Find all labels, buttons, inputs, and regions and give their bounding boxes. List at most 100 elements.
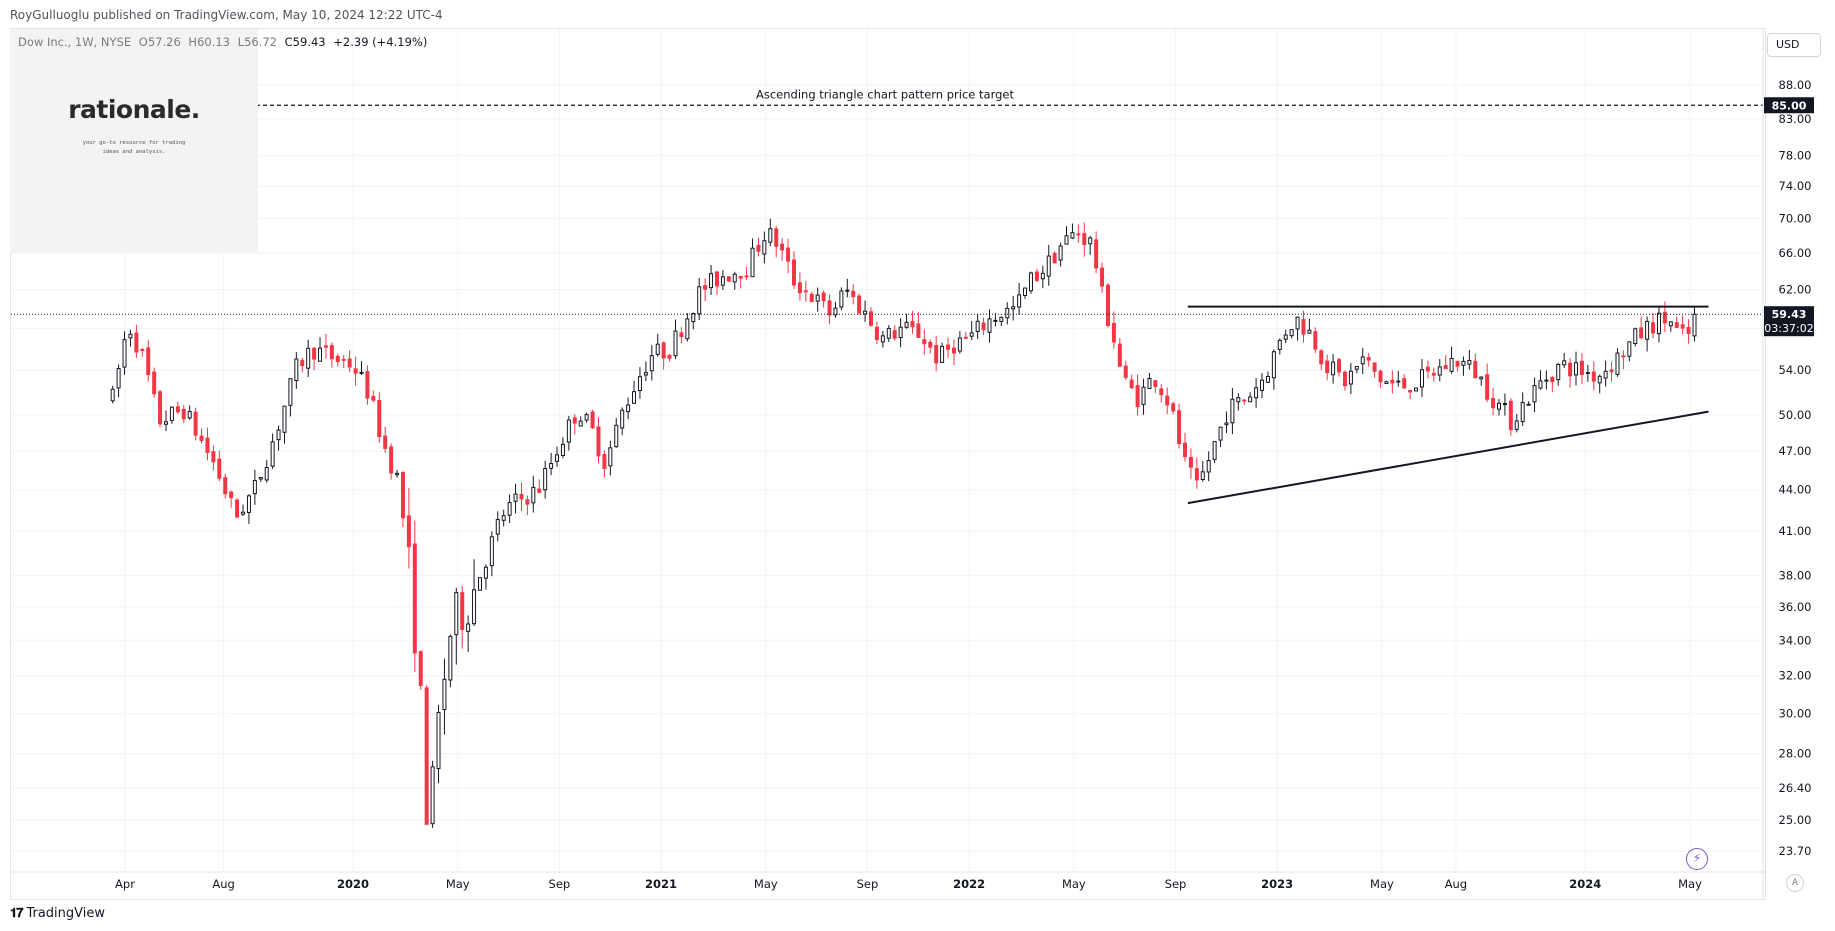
price-tick-label: 34.00 bbox=[1779, 633, 1812, 647]
price-tick-label: 44.00 bbox=[1779, 483, 1812, 497]
currency-selector-button[interactable]: USD bbox=[1767, 33, 1821, 57]
candle-down bbox=[1188, 456, 1193, 468]
candle-up bbox=[495, 518, 500, 535]
auto-scale-button[interactable]: A bbox=[1786, 874, 1804, 892]
candle-up bbox=[1360, 356, 1365, 365]
candle-down bbox=[1408, 389, 1413, 393]
tradingview-logo-icon: 𝟏𝟕 bbox=[10, 906, 24, 921]
candle-up bbox=[845, 289, 850, 292]
lightning-icon[interactable]: ⚡ bbox=[1686, 848, 1708, 870]
candle-up bbox=[1206, 460, 1211, 473]
candle-down bbox=[1372, 362, 1377, 372]
candle-up bbox=[187, 411, 192, 419]
candle-up bbox=[863, 310, 868, 315]
candle-down bbox=[922, 339, 927, 345]
candle-up bbox=[258, 476, 263, 480]
candle-down bbox=[537, 488, 542, 493]
candle-down bbox=[744, 275, 749, 278]
candle-down bbox=[1425, 366, 1430, 372]
candle-up bbox=[1532, 385, 1537, 403]
candle-down bbox=[1680, 324, 1685, 329]
candle-up bbox=[1538, 380, 1543, 389]
candle-down bbox=[1105, 284, 1110, 326]
candle-down bbox=[1165, 395, 1170, 406]
candle-down bbox=[827, 300, 832, 316]
candle-up bbox=[626, 404, 631, 413]
candle-up bbox=[709, 273, 714, 289]
candle-up bbox=[1496, 402, 1501, 410]
symbol-name: Dow Inc., 1W, NYSE bbox=[18, 35, 132, 49]
candle-down bbox=[406, 515, 411, 548]
candle-down bbox=[1301, 319, 1306, 335]
candle-up bbox=[1070, 232, 1075, 239]
candle-down bbox=[1662, 311, 1667, 324]
rationale-logo-watermark: rationale. your go-to resource for tradi… bbox=[10, 29, 258, 253]
candle-up bbox=[359, 371, 364, 374]
candle-up bbox=[1265, 375, 1270, 383]
candle-down bbox=[1579, 360, 1584, 375]
candle-down bbox=[223, 477, 228, 495]
candle-up bbox=[649, 355, 654, 372]
candle-up bbox=[395, 472, 400, 476]
candle-up bbox=[1692, 313, 1697, 337]
candle-up bbox=[1283, 334, 1288, 340]
candle-up bbox=[750, 247, 755, 278]
candle-up bbox=[768, 228, 773, 243]
candle-down bbox=[460, 592, 465, 630]
candle-down bbox=[981, 322, 986, 331]
candle-down bbox=[229, 491, 234, 499]
candle-up bbox=[246, 495, 251, 513]
candle-up bbox=[264, 467, 269, 481]
candle-down bbox=[1319, 350, 1324, 365]
candle-down bbox=[726, 276, 731, 282]
tradingview-brand[interactable]: 𝟏𝟕 TradingView bbox=[10, 906, 105, 921]
candle-up bbox=[318, 347, 323, 362]
candle-up bbox=[1514, 420, 1519, 430]
candle-down bbox=[1111, 322, 1116, 343]
candle-up bbox=[1348, 370, 1353, 385]
candle-up bbox=[1603, 370, 1608, 379]
candle-up bbox=[691, 313, 696, 323]
candle-down bbox=[312, 347, 317, 360]
candle-up bbox=[957, 337, 962, 352]
candle-up bbox=[720, 276, 725, 286]
logo-wordmark: rationale. bbox=[68, 95, 200, 124]
candle-down bbox=[377, 400, 382, 437]
candle-up bbox=[122, 339, 127, 368]
candle-up bbox=[1544, 379, 1549, 382]
candle-up bbox=[1005, 307, 1010, 319]
candle-down bbox=[714, 271, 719, 287]
candle-up bbox=[1277, 339, 1282, 350]
candle-down bbox=[1639, 327, 1644, 339]
candle-down bbox=[1431, 372, 1436, 376]
price-tick-label: 23.70 bbox=[1779, 844, 1812, 858]
candle-up bbox=[1017, 294, 1022, 308]
candle-up bbox=[1147, 378, 1152, 390]
candle-up bbox=[685, 318, 690, 340]
candle-down bbox=[335, 355, 340, 363]
time-tick-label: Sep bbox=[857, 877, 879, 891]
candle-down bbox=[1443, 365, 1448, 370]
candle-up bbox=[1520, 402, 1525, 423]
candle-up bbox=[904, 321, 909, 328]
publisher-attribution: RoyGulluoglu published on TradingView.co… bbox=[10, 8, 443, 22]
candle-up bbox=[110, 388, 115, 402]
candle-down bbox=[791, 259, 796, 286]
candle-up bbox=[940, 345, 945, 363]
candle-down bbox=[1171, 403, 1176, 412]
time-tick-label: 2022 bbox=[953, 877, 985, 891]
candle-down bbox=[1325, 360, 1330, 374]
candle-down bbox=[1591, 371, 1596, 382]
candle-up bbox=[762, 240, 767, 255]
candle-up bbox=[584, 414, 589, 421]
candle-down bbox=[1621, 355, 1626, 358]
candle-up bbox=[673, 330, 678, 357]
candle-up bbox=[430, 766, 435, 825]
candle-up bbox=[1200, 471, 1205, 480]
candle-down bbox=[572, 417, 577, 424]
candle-up bbox=[1058, 245, 1063, 261]
candle-down bbox=[851, 290, 856, 298]
price-tick-label: 25.00 bbox=[1779, 813, 1812, 827]
candle-down bbox=[211, 451, 216, 463]
